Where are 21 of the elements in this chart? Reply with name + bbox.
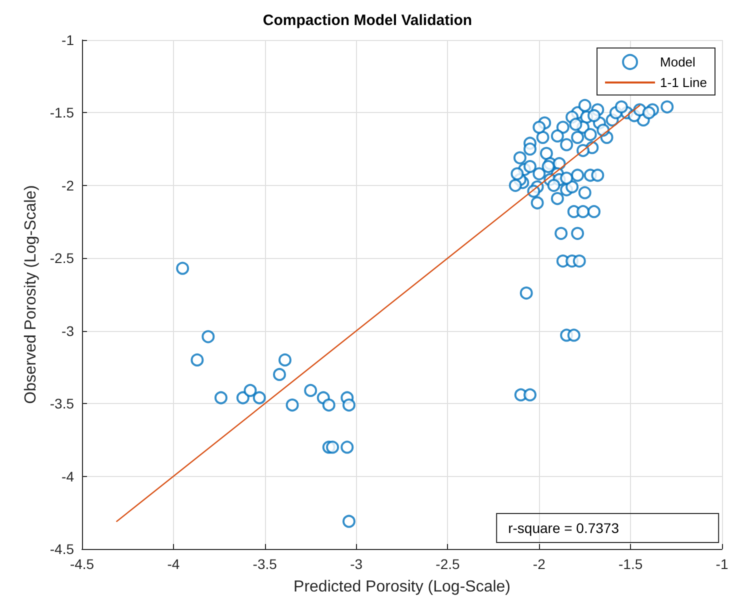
y-tick-label: -3.5: [50, 396, 74, 412]
y-tick-label: -4.5: [50, 541, 74, 557]
annotation: r-square = 0.7373: [508, 520, 620, 536]
x-tick-label: -1.5: [618, 556, 643, 572]
x-tick-label: -2: [532, 556, 546, 572]
x-tick-label: -1: [716, 556, 728, 572]
chart-title: Compaction Model Validation: [262, 12, 472, 29]
x-tick-label: -4: [167, 556, 180, 572]
legend-label: Model: [660, 54, 696, 70]
y-tick-label: -2.5: [50, 250, 74, 266]
x-tick-label: -3.5: [252, 556, 278, 572]
y-tick-label: -4: [62, 468, 74, 484]
y-tick-label: -1.5: [50, 104, 74, 121]
y-tick-label: -2: [62, 177, 74, 194]
y-axis-title: Observed Porosity (Log-Scale): [22, 185, 40, 404]
y-tick-label: -3: [62, 322, 74, 339]
x-tick-label: -3: [350, 556, 363, 572]
legend-label: 1-1 Line: [660, 75, 708, 90]
x-tick-label: -2.5: [436, 556, 460, 572]
y-tick-label: -1: [62, 32, 74, 48]
x-axis-title: Predicted Porosity (Log-Scale): [294, 578, 510, 596]
